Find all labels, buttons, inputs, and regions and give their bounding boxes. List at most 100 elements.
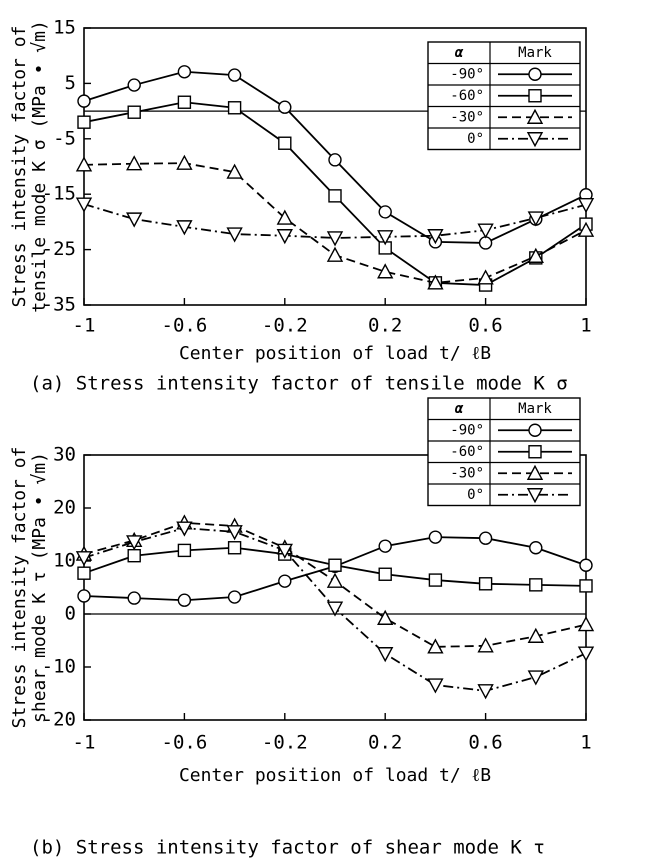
marker [77,566,91,580]
marker [227,590,242,604]
marker [127,78,141,92]
marker [378,539,392,553]
marker [527,670,544,686]
marker [527,627,544,643]
marker [427,229,444,245]
y-tick-label: 30 [53,444,76,466]
marker [75,551,93,567]
marker [276,229,293,245]
series-line [83,162,587,284]
marker [577,646,595,662]
marker [77,115,91,129]
x-tick-label: 0.2 [368,315,402,337]
y-tick-label: -5 [53,127,76,149]
y-tick-label: -10 [42,656,76,678]
marker [77,589,91,603]
marker [478,531,493,545]
marker [377,609,394,625]
marker [276,209,293,225]
y-tick-label: 0 [65,603,76,625]
legend-label: -60° [450,88,484,104]
marker [577,198,595,214]
marker [278,136,292,150]
marker [528,423,542,437]
x-tick-label: -1 [73,732,96,754]
x-tick-label: 0.6 [468,315,502,337]
marker [227,541,242,555]
legend-header: α [455,401,464,417]
marker [328,153,342,167]
marker [227,101,242,115]
y-axis-label: Stress intensity factor of [9,26,30,308]
x-tick-label: 1 [580,315,591,337]
marker [477,223,494,239]
marker [529,541,543,555]
marker [428,573,443,587]
marker [75,156,93,172]
marker [577,616,595,632]
marker [328,558,342,572]
marker [579,579,593,593]
marker [326,572,344,588]
marker [377,263,394,279]
marker [176,521,193,537]
legend-label: 0° [467,131,484,147]
marker [176,220,193,236]
x-axis-label: Center position of load t/ ℓB [179,765,491,786]
y-tick-label: -25 [42,238,76,260]
legend-header: Mark [518,45,552,61]
marker [276,543,293,559]
marker [577,221,595,237]
legend-label: 0° [467,487,484,503]
marker [526,464,544,480]
marker [527,211,544,227]
x-tick-label: -0.2 [262,732,308,754]
marker [477,637,494,653]
marker [526,488,544,504]
legend-label: -90° [450,422,484,438]
marker [526,132,544,148]
marker [477,684,494,700]
marker [127,105,141,119]
marker [427,638,444,654]
marker [176,154,193,170]
legend-header: α [455,45,464,61]
marker [528,445,542,459]
legend-header: Mark [518,401,552,417]
x-axis-label: Center position of load t/ ℓB [179,343,491,364]
marker [326,231,344,247]
marker [126,155,143,171]
marker [177,543,192,558]
marker [226,227,243,243]
marker [428,530,443,544]
y-tick-label: -20 [42,709,76,731]
marker [427,274,444,290]
marker [526,108,544,124]
x-tick-label: 0.2 [368,732,402,754]
x-tick-label: -1 [73,315,96,337]
caption: (b) Stress intensity factor of shear mod… [30,837,545,859]
y-axis-label: tensile mode K σ (MPa • √m) [29,20,50,313]
x-tick-label: 0.6 [468,732,502,754]
legend-label: -60° [450,444,484,460]
marker [75,197,93,213]
y-tick-label: 10 [53,550,76,572]
y-axis-label: shear mode K τ (MPa • √m) [29,452,50,723]
marker [478,577,493,591]
marker [529,578,543,592]
marker [528,67,542,81]
marker [278,100,292,114]
marker [377,230,394,246]
y-tick-label: 15 [53,17,76,39]
x-tick-label: -0.6 [162,732,208,754]
marker [579,558,593,572]
marker [227,68,242,82]
marker [278,574,292,588]
y-tick-label: 5 [65,72,76,94]
marker [177,65,192,79]
marker [77,94,91,108]
legend-label: -30° [450,109,484,125]
legend-label: -90° [450,66,484,82]
y-tick-label: 20 [53,497,76,519]
